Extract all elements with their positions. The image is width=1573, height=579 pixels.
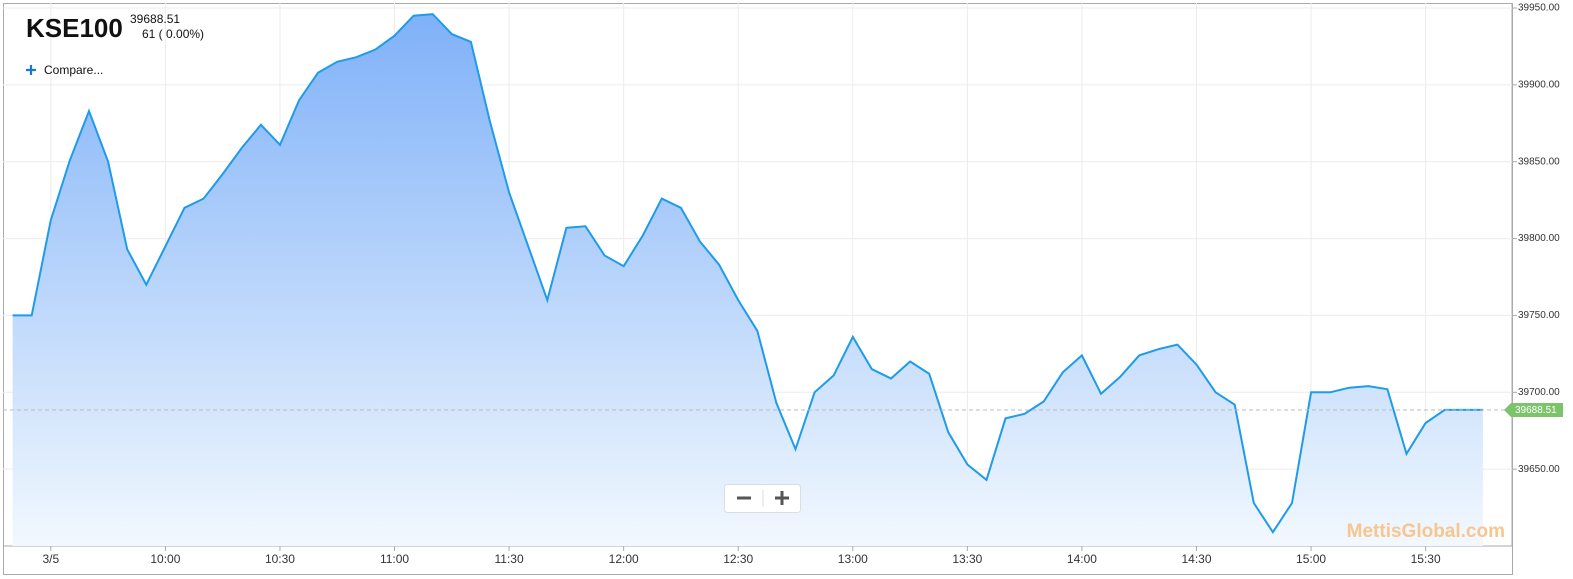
last-price-tag-label: 39688.51 (1515, 405, 1557, 416)
x-tick-label: 15:30 (1411, 552, 1441, 566)
y-tick-label: 39900.00 (1518, 79, 1560, 90)
zoom-controls (724, 484, 801, 513)
zoom-in[interactable] (775, 491, 789, 505)
price-change: 61 ( 0.00%) (142, 27, 204, 41)
last-price: 39688.51 (130, 12, 180, 26)
x-tick-label: 12:00 (609, 552, 639, 566)
x-tick-label: 12:30 (723, 552, 753, 566)
plus-icon (26, 65, 36, 75)
x-tick-label: 11:30 (495, 552, 524, 566)
compare-button[interactable]: Compare... (26, 63, 103, 77)
x-tick-label: 14:00 (1067, 552, 1097, 566)
y-tick-label: 39800.00 (1518, 233, 1560, 244)
x-tick-label: 11:00 (380, 552, 409, 566)
y-tick-label: 39700.00 (1518, 387, 1560, 398)
y-tick-label: 39950.00 (1518, 3, 1560, 14)
y-tick-label: 39750.00 (1518, 310, 1560, 321)
x-tick-label: 3/5 (42, 552, 59, 566)
compare-label[interactable]: Compare... (44, 63, 103, 77)
x-tick-label: 13:00 (838, 552, 868, 566)
watermark: MettisGlobal.com (1347, 521, 1505, 542)
chart-title: KSE100 (26, 13, 123, 43)
plot (3, 13, 1512, 547)
x-tick-label: 15:00 (1296, 552, 1326, 566)
y-tick-label: 39850.00 (1518, 156, 1560, 167)
area (12, 14, 1483, 547)
x-tick-label: 14:30 (1181, 552, 1211, 566)
line (12, 13, 1483, 535)
last-price-tag (1504, 402, 1563, 417)
x-tick-label: 10:30 (265, 552, 295, 566)
x-tick-label: 10:00 (150, 552, 180, 566)
y-tick-label: 39650.00 (1518, 464, 1560, 475)
x-tick-label: 13:30 (952, 552, 982, 566)
